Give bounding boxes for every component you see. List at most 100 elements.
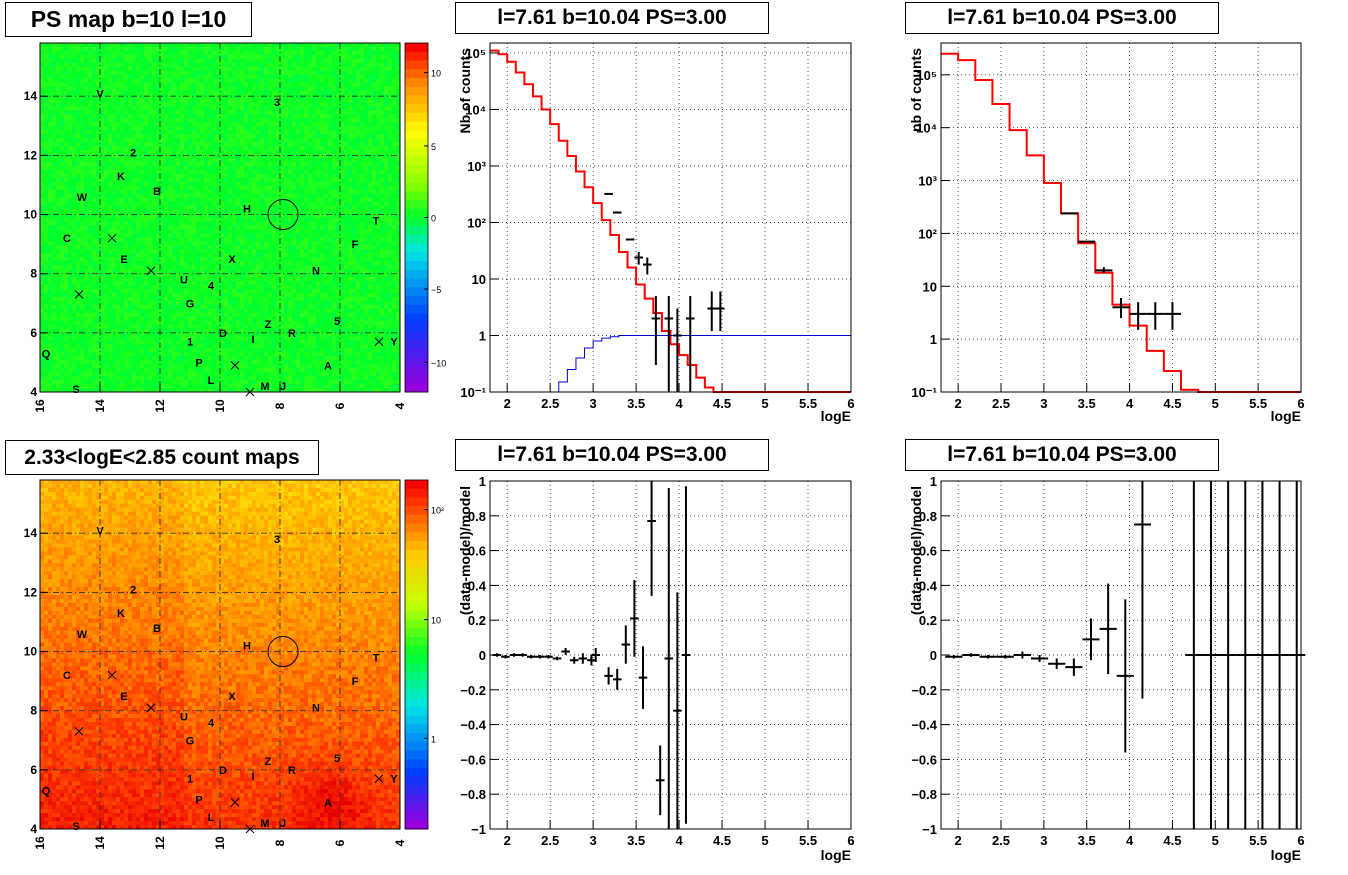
map-pixel bbox=[180, 63, 185, 67]
map-pixel bbox=[80, 59, 85, 63]
map-pixel bbox=[152, 67, 157, 71]
map-pixel bbox=[332, 99, 337, 103]
map-pixel bbox=[256, 214, 261, 218]
map-pixel bbox=[360, 174, 365, 178]
map-pixel bbox=[328, 95, 333, 99]
map-pixel bbox=[76, 142, 81, 146]
map-pixel bbox=[288, 206, 293, 210]
map-pixel bbox=[384, 150, 389, 154]
map-pixel bbox=[192, 221, 197, 225]
map-pixel bbox=[44, 206, 49, 210]
map-pixel bbox=[376, 47, 381, 51]
map-pixel bbox=[48, 178, 53, 182]
map-pixel bbox=[240, 51, 245, 55]
map-pixel bbox=[392, 166, 397, 170]
map-pixel bbox=[76, 154, 81, 158]
map-pixel bbox=[112, 221, 117, 225]
map-pixel bbox=[248, 75, 253, 79]
map-pixel bbox=[168, 194, 173, 198]
map-pixel bbox=[272, 190, 277, 194]
map-pixel bbox=[56, 79, 61, 83]
map-pixel bbox=[124, 110, 129, 114]
map-pixel bbox=[372, 79, 377, 83]
map-pixel bbox=[256, 162, 261, 166]
map-pixel bbox=[52, 122, 57, 126]
map-pixel bbox=[136, 75, 141, 79]
map-pixel bbox=[348, 142, 353, 146]
map-pixel bbox=[84, 134, 89, 138]
map-pixel bbox=[292, 170, 297, 174]
map-pixel bbox=[88, 55, 93, 59]
map-pixel bbox=[316, 218, 321, 222]
map-pixel bbox=[188, 233, 193, 237]
map-pixel bbox=[232, 206, 237, 210]
map-pixel bbox=[204, 138, 209, 142]
map-pixel bbox=[248, 142, 253, 146]
map-pixel bbox=[228, 154, 233, 158]
map-pixel bbox=[292, 67, 297, 71]
map-pixel bbox=[164, 95, 169, 99]
map-pixel bbox=[128, 257, 133, 261]
map-pixel bbox=[144, 241, 149, 245]
map-pixel bbox=[100, 202, 105, 206]
map-pixel bbox=[344, 87, 349, 91]
map-pixel bbox=[224, 95, 229, 99]
map-pixel bbox=[304, 83, 309, 87]
map-pixel bbox=[84, 237, 89, 241]
map-pixel bbox=[300, 47, 305, 51]
map-pixel bbox=[240, 55, 245, 59]
map-pixel bbox=[288, 186, 293, 190]
map-pixel bbox=[80, 245, 85, 249]
map-pixel bbox=[240, 130, 245, 134]
map-pixel bbox=[320, 47, 325, 51]
map-pixel bbox=[340, 102, 345, 106]
map-pixel bbox=[280, 118, 285, 122]
map-pixel bbox=[244, 134, 249, 138]
map-pixel bbox=[196, 198, 201, 202]
map-pixel bbox=[244, 142, 249, 146]
map-pixel bbox=[188, 237, 193, 241]
map-pixel bbox=[312, 233, 317, 237]
map-pixel bbox=[212, 75, 217, 79]
map-pixel bbox=[228, 186, 233, 190]
map-pixel bbox=[184, 237, 189, 241]
map-pixel bbox=[280, 126, 285, 130]
map-pixel bbox=[280, 79, 285, 83]
map-pixel bbox=[204, 55, 209, 59]
map-pixel bbox=[176, 67, 181, 71]
map-pixel bbox=[128, 122, 133, 126]
map-pixel bbox=[392, 79, 397, 83]
map-pixel bbox=[384, 47, 389, 51]
map-pixel bbox=[204, 126, 209, 130]
map-pixel bbox=[352, 253, 357, 257]
map-pixel bbox=[264, 47, 269, 51]
map-pixel bbox=[64, 158, 69, 162]
map-pixel bbox=[132, 83, 137, 87]
map-pixel bbox=[340, 126, 345, 130]
map-pixel bbox=[48, 202, 53, 206]
map-pixel bbox=[204, 150, 209, 154]
map-pixel bbox=[80, 237, 85, 241]
map-pixel bbox=[304, 218, 309, 222]
map-pixel bbox=[288, 150, 293, 154]
map-pixel bbox=[240, 71, 245, 75]
map-pixel bbox=[212, 249, 217, 253]
map-pixel bbox=[164, 170, 169, 174]
map-pixel bbox=[168, 210, 173, 214]
map-pixel bbox=[56, 202, 61, 206]
map-pixel bbox=[52, 102, 57, 106]
map-pixel bbox=[328, 218, 333, 222]
map-pixel bbox=[392, 134, 397, 138]
map-pixel bbox=[284, 91, 289, 95]
map-pixel bbox=[180, 166, 185, 170]
map-pixel bbox=[324, 174, 329, 178]
map-pixel bbox=[376, 249, 381, 253]
map-pixel bbox=[224, 225, 229, 229]
map-pixel bbox=[204, 182, 209, 186]
map-pixel bbox=[220, 126, 225, 130]
map-pixel bbox=[144, 202, 149, 206]
map-pixel bbox=[280, 190, 285, 194]
map-pixel bbox=[360, 194, 365, 198]
map-pixel bbox=[328, 253, 333, 257]
map-pixel bbox=[292, 87, 297, 91]
